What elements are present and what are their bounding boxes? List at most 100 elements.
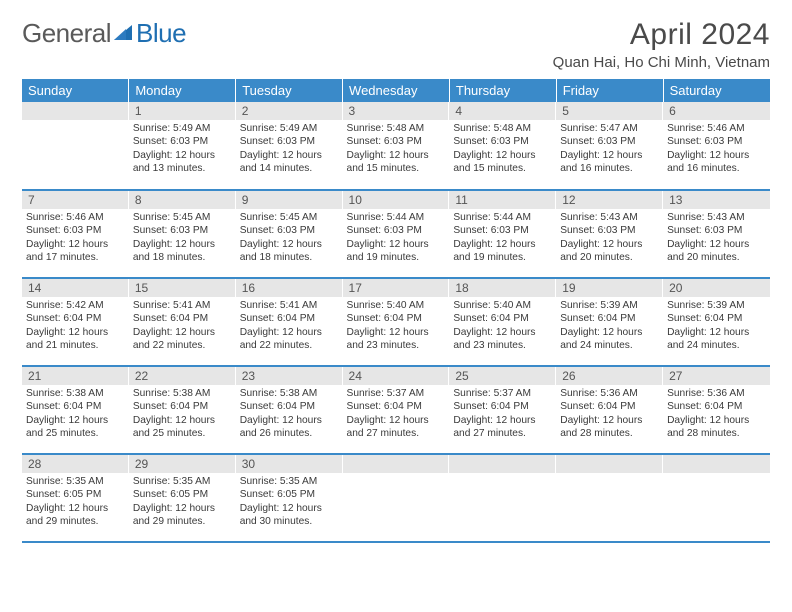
calendar-cell: 18Sunrise: 5:40 AMSunset: 6:04 PMDayligh… xyxy=(449,278,556,366)
calendar-cell xyxy=(556,454,663,542)
detail-line: and 25 minutes. xyxy=(26,427,125,440)
calendar-cell: 17Sunrise: 5:40 AMSunset: 6:04 PMDayligh… xyxy=(343,278,450,366)
day-number: 29 xyxy=(129,455,236,473)
detail-line: Daylight: 12 hours xyxy=(240,149,339,162)
detail-line: Daylight: 12 hours xyxy=(667,149,766,162)
detail-line: Sunset: 6:04 PM xyxy=(240,400,339,413)
detail-line: Daylight: 12 hours xyxy=(26,414,125,427)
day-details: Sunrise: 5:46 AMSunset: 6:03 PMDaylight:… xyxy=(22,209,129,268)
detail-line: and 16 minutes. xyxy=(667,162,766,175)
day-details: Sunrise: 5:47 AMSunset: 6:03 PMDaylight:… xyxy=(556,120,663,179)
detail-line: Daylight: 12 hours xyxy=(347,326,446,339)
detail-line: Sunrise: 5:45 AM xyxy=(240,211,339,224)
calendar-cell: 3Sunrise: 5:48 AMSunset: 6:03 PMDaylight… xyxy=(343,102,450,190)
detail-line: Daylight: 12 hours xyxy=(133,149,232,162)
detail-line: and 29 minutes. xyxy=(26,515,125,528)
day-number: 7 xyxy=(22,191,129,209)
detail-line: and 13 minutes. xyxy=(133,162,232,175)
detail-line: Daylight: 12 hours xyxy=(453,149,552,162)
detail-line: Sunset: 6:04 PM xyxy=(347,400,446,413)
detail-line: Sunset: 6:05 PM xyxy=(240,488,339,501)
day-number xyxy=(22,102,129,120)
detail-line: and 22 minutes. xyxy=(240,339,339,352)
month-title: April 2024 xyxy=(553,18,770,52)
detail-line: Sunrise: 5:48 AM xyxy=(453,122,552,135)
day-number: 25 xyxy=(449,367,556,385)
calendar-cell: 9Sunrise: 5:45 AMSunset: 6:03 PMDaylight… xyxy=(236,190,343,278)
detail-line: Sunrise: 5:39 AM xyxy=(560,299,659,312)
detail-line: Daylight: 12 hours xyxy=(133,326,232,339)
day-details: Sunrise: 5:38 AMSunset: 6:04 PMDaylight:… xyxy=(129,385,236,444)
day-number: 18 xyxy=(449,279,556,297)
weekday-row: SundayMondayTuesdayWednesdayThursdayFrid… xyxy=(22,79,770,102)
detail-line: Sunset: 6:03 PM xyxy=(667,135,766,148)
calendar-cell: 22Sunrise: 5:38 AMSunset: 6:04 PMDayligh… xyxy=(129,366,236,454)
detail-line: and 17 minutes. xyxy=(26,251,125,264)
detail-line: Sunset: 6:03 PM xyxy=(560,224,659,237)
calendar-cell: 24Sunrise: 5:37 AMSunset: 6:04 PMDayligh… xyxy=(343,366,450,454)
detail-line: Sunset: 6:04 PM xyxy=(26,400,125,413)
detail-line: and 24 minutes. xyxy=(667,339,766,352)
day-number: 2 xyxy=(236,102,343,120)
detail-line: and 19 minutes. xyxy=(453,251,552,264)
detail-line: Daylight: 12 hours xyxy=(133,502,232,515)
day-details: Sunrise: 5:35 AMSunset: 6:05 PMDaylight:… xyxy=(129,473,236,532)
detail-line: Sunset: 6:03 PM xyxy=(560,135,659,148)
day-details: Sunrise: 5:39 AMSunset: 6:04 PMDaylight:… xyxy=(663,297,770,356)
detail-line: Daylight: 12 hours xyxy=(133,414,232,427)
day-number xyxy=(663,455,770,473)
detail-line: Sunrise: 5:38 AM xyxy=(26,387,125,400)
detail-line: Daylight: 12 hours xyxy=(240,238,339,251)
detail-line: Sunset: 6:04 PM xyxy=(560,312,659,325)
detail-line: Sunrise: 5:48 AM xyxy=(347,122,446,135)
calendar-week: 21Sunrise: 5:38 AMSunset: 6:04 PMDayligh… xyxy=(22,366,770,454)
day-number: 8 xyxy=(129,191,236,209)
detail-line: and 23 minutes. xyxy=(453,339,552,352)
day-details: Sunrise: 5:40 AMSunset: 6:04 PMDaylight:… xyxy=(343,297,450,356)
calendar-cell: 25Sunrise: 5:37 AMSunset: 6:04 PMDayligh… xyxy=(449,366,556,454)
detail-line: and 20 minutes. xyxy=(667,251,766,264)
detail-line: Sunrise: 5:43 AM xyxy=(560,211,659,224)
detail-line: Sunset: 6:04 PM xyxy=(133,400,232,413)
detail-line: and 28 minutes. xyxy=(560,427,659,440)
day-details: Sunrise: 5:45 AMSunset: 6:03 PMDaylight:… xyxy=(236,209,343,268)
calendar-cell: 28Sunrise: 5:35 AMSunset: 6:05 PMDayligh… xyxy=(22,454,129,542)
calendar-cell: 30Sunrise: 5:35 AMSunset: 6:05 PMDayligh… xyxy=(236,454,343,542)
day-details: Sunrise: 5:37 AMSunset: 6:04 PMDaylight:… xyxy=(343,385,450,444)
detail-line: and 16 minutes. xyxy=(560,162,659,175)
detail-line: Daylight: 12 hours xyxy=(560,326,659,339)
weekday-cell: Thursday xyxy=(449,79,556,102)
day-number: 5 xyxy=(556,102,663,120)
calendar-head: SundayMondayTuesdayWednesdayThursdayFrid… xyxy=(22,79,770,102)
detail-line: and 19 minutes. xyxy=(347,251,446,264)
calendar-cell: 29Sunrise: 5:35 AMSunset: 6:05 PMDayligh… xyxy=(129,454,236,542)
detail-line: Daylight: 12 hours xyxy=(667,238,766,251)
detail-line: Sunrise: 5:37 AM xyxy=(347,387,446,400)
detail-line: Sunset: 6:05 PM xyxy=(133,488,232,501)
detail-line: Sunset: 6:04 PM xyxy=(26,312,125,325)
day-number: 27 xyxy=(663,367,770,385)
day-number: 1 xyxy=(129,102,236,120)
detail-line: Sunrise: 5:38 AM xyxy=(133,387,232,400)
brand-logo: General Blue xyxy=(22,18,186,49)
day-number: 12 xyxy=(556,191,663,209)
detail-line: Daylight: 12 hours xyxy=(240,414,339,427)
detail-line: Daylight: 12 hours xyxy=(26,502,125,515)
day-number: 21 xyxy=(22,367,129,385)
detail-line: Sunrise: 5:47 AM xyxy=(560,122,659,135)
detail-line: and 30 minutes. xyxy=(240,515,339,528)
day-number: 24 xyxy=(343,367,450,385)
day-number: 19 xyxy=(556,279,663,297)
detail-line: Sunset: 6:03 PM xyxy=(347,224,446,237)
detail-line: and 25 minutes. xyxy=(133,427,232,440)
day-details: Sunrise: 5:39 AMSunset: 6:04 PMDaylight:… xyxy=(556,297,663,356)
day-number: 23 xyxy=(236,367,343,385)
detail-line: and 24 minutes. xyxy=(560,339,659,352)
detail-line: and 20 minutes. xyxy=(560,251,659,264)
detail-line: and 29 minutes. xyxy=(133,515,232,528)
day-details: Sunrise: 5:48 AMSunset: 6:03 PMDaylight:… xyxy=(343,120,450,179)
detail-line: Sunrise: 5:43 AM xyxy=(667,211,766,224)
detail-line: Daylight: 12 hours xyxy=(240,326,339,339)
weekday-cell: Friday xyxy=(556,79,663,102)
detail-line: Sunset: 6:03 PM xyxy=(347,135,446,148)
